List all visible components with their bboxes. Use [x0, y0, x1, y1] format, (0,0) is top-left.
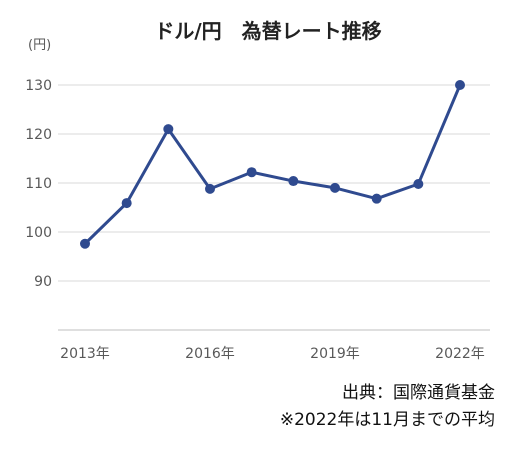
data-point-2017 — [246, 167, 257, 178]
y-tick-label: 120 — [25, 127, 52, 143]
x-tick-label: 2022年 — [435, 346, 485, 362]
chart-title: ドル/円 為替レート推移 — [154, 19, 381, 43]
data-point-2020 — [371, 193, 382, 204]
data-point-2013 — [80, 238, 90, 249]
x-tick-labels: 2013年 2016年 2019年 2022年 — [60, 346, 485, 362]
gridlines — [58, 84, 490, 331]
y-unit-label: (円) — [28, 38, 51, 53]
y-tick-label: 90 — [34, 274, 52, 290]
y-tick-labels: 90 100 110 120 130 — [25, 78, 52, 290]
data-point-2022 — [455, 80, 465, 90]
source-note: 出典：国際通貨基金 — [342, 383, 495, 403]
data-point-2021 — [413, 178, 424, 189]
y-tick-label: 100 — [25, 225, 52, 241]
data-point-2014 — [121, 198, 132, 209]
data-point-2018 — [288, 176, 299, 187]
y-tick-label: 130 — [25, 78, 52, 94]
x-tick-label: 2019年 — [310, 346, 360, 362]
data-point-2019 — [330, 182, 340, 193]
y-tick-label: 110 — [25, 176, 52, 192]
x-tick-label: 2013年 — [60, 346, 110, 362]
series-line — [83, 83, 462, 246]
series-usd-jpy — [80, 80, 465, 249]
footnote: ※2022年は11月までの平均 — [280, 410, 495, 430]
x-tick-label: 2016年 — [185, 346, 235, 362]
data-point-2016 — [205, 183, 215, 194]
data-point-2015 — [163, 124, 174, 135]
